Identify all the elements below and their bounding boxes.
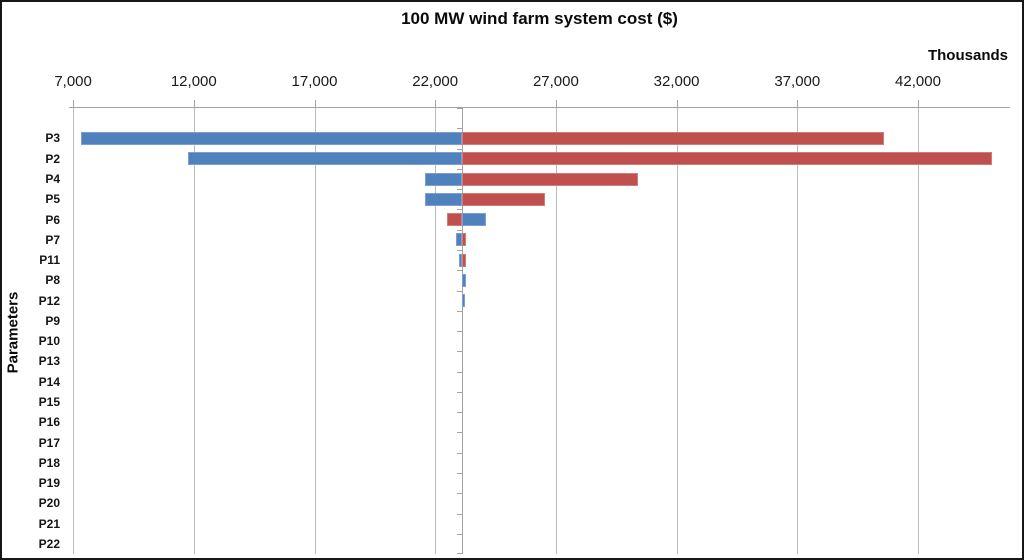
- category-label: P2: [45, 151, 60, 166]
- category-label: P13: [38, 354, 60, 369]
- x-axis-tick-label: 27,000: [532, 73, 579, 90]
- category-axis-tick: [456, 310, 462, 312]
- category-axis-tick: [456, 108, 462, 109]
- gridline: [555, 108, 557, 554]
- x-axis-tick: [676, 100, 678, 108]
- category-axis-tick: [456, 229, 462, 231]
- bar-segment-red: [446, 213, 462, 226]
- bar-segment-red: [461, 152, 992, 166]
- category-label: P7: [45, 232, 60, 247]
- x-axis-tick: [314, 100, 316, 108]
- category-axis-tick: [456, 270, 462, 272]
- category-label: P20: [38, 496, 60, 511]
- bar-segment-red: [461, 253, 466, 267]
- plot-area: [69, 100, 1010, 554]
- category-label: P10: [38, 334, 60, 349]
- category-label: P12: [38, 293, 60, 308]
- category-label: P19: [38, 476, 60, 490]
- category-axis-tick: [456, 472, 462, 474]
- bar-segment-blue: [425, 172, 462, 186]
- category-axis-tick: [456, 533, 462, 535]
- category-label: P15: [38, 395, 60, 409]
- x-axis-tick-label: 42,000: [895, 73, 941, 90]
- bar-segment-blue: [461, 213, 487, 226]
- category-label: P21: [38, 516, 60, 531]
- category-axis-tick: [456, 553, 462, 554]
- bar-segment-blue: [425, 192, 462, 206]
- category-axis-tick: [456, 148, 462, 150]
- bar-segment-blue: [187, 152, 462, 166]
- x-axis-tick-label: 37,000: [774, 73, 821, 90]
- gridline: [435, 108, 437, 554]
- category-label: P3: [45, 131, 60, 146]
- x-axis-tick-label: 12,000: [170, 73, 217, 90]
- bar-segment-blue: [461, 273, 467, 287]
- category-axis-tick: [456, 351, 462, 353]
- y-axis-title: Parameters: [4, 291, 22, 374]
- x-axis-tick: [435, 100, 437, 108]
- category-axis-tick: [456, 493, 462, 495]
- gridline: [676, 108, 678, 554]
- category-label: P9: [45, 313, 60, 328]
- gridline: [797, 108, 799, 554]
- gridline: [73, 108, 75, 554]
- category-axis-tick: [456, 412, 462, 414]
- x-axis-tick-label: 7,000: [54, 73, 92, 90]
- gridline: [314, 108, 316, 554]
- bar-segment-blue: [80, 131, 462, 145]
- x-axis-tick: [193, 100, 195, 108]
- x-axis-tick: [918, 100, 919, 108]
- gridline: [918, 108, 919, 554]
- category-label: P16: [38, 415, 60, 430]
- category-label: P14: [38, 374, 60, 389]
- bar-segment-blue: [461, 294, 466, 308]
- category-axis-tick: [456, 391, 462, 393]
- x-axis-tick-label: 22,000: [412, 73, 459, 90]
- category-label: P11: [39, 253, 60, 267]
- category-axis-tick: [456, 432, 462, 434]
- bar-segment-red: [461, 172, 639, 186]
- category-label: P5: [45, 192, 60, 207]
- category-label: P8: [45, 273, 60, 288]
- category-label: P4: [45, 172, 60, 186]
- x-axis-tick-label: 32,000: [653, 73, 700, 90]
- x-axis-tick: [73, 100, 75, 108]
- chart-title: 100 MW wind farm system cost ($): [401, 9, 678, 28]
- category-axis-tick: [456, 290, 462, 292]
- category-label: P6: [45, 212, 60, 227]
- gridline: [193, 108, 195, 554]
- category-axis-tick: [456, 331, 462, 332]
- category-axis-tick: [456, 513, 462, 515]
- bar-segment-red: [461, 233, 466, 247]
- category-label: P22: [38, 536, 60, 551]
- category-label: P17: [38, 435, 60, 450]
- x-axis-line: [69, 107, 1010, 108]
- category-labels: P3 P2 P4 P5 P6 P7 P11 P8 P12 P9 P10 P13 P14 P15 P16 P17…: [2, 108, 60, 554]
- category-axis-tick: [456, 452, 462, 454]
- bar-segment-red: [461, 131, 885, 145]
- bar-segment-blue: [458, 253, 462, 267]
- category-axis-tick: [456, 371, 462, 373]
- x-axis-tick: [797, 100, 799, 108]
- category-axis-tick: [456, 249, 462, 251]
- x-axis-tick: [555, 100, 557, 108]
- bar-segment-red: [461, 192, 546, 206]
- x-axis-tick-label: 17,000: [291, 73, 338, 90]
- category-label: P18: [38, 455, 60, 470]
- axis-unit-label: Thousands: [927, 47, 1008, 64]
- category-axis-tick: [456, 189, 462, 191]
- category-axis-tick: [456, 168, 462, 170]
- bar-segment-blue: [455, 233, 462, 247]
- category-axis-tick: [456, 209, 462, 211]
- category-axis-line: [461, 108, 463, 554]
- category-axis-tick: [456, 128, 462, 130]
